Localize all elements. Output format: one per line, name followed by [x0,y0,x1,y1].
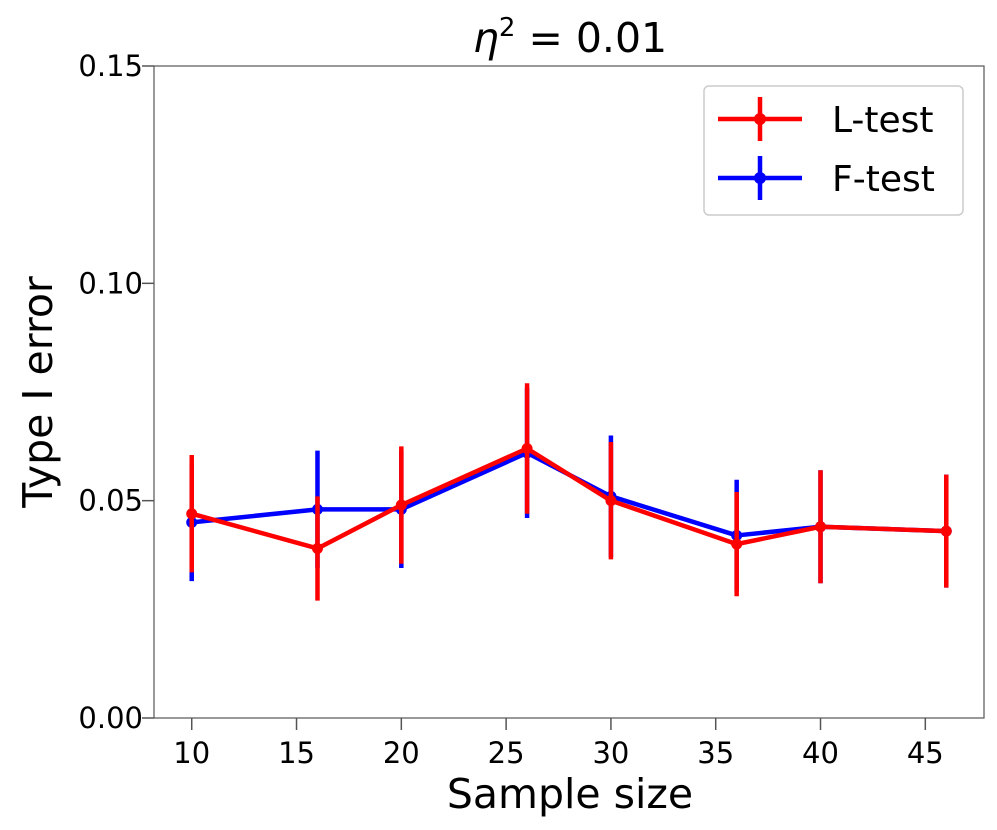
title-exponent: 2 [499,13,516,43]
legend-marker-f-test [754,172,766,184]
x-tick-label-10: 10 [173,736,210,770]
y-tick-label-2: 0.10 [78,266,143,300]
x-tick-label-30: 30 [592,736,629,770]
point-l-test-3 [521,443,533,455]
point-l-test-5 [731,538,743,550]
title-rest: = 0.01 [515,14,667,62]
y-tick-label-1: 0.05 [78,484,143,518]
point-l-test-2 [395,499,407,511]
point-l-test-6 [815,521,827,533]
point-l-test-4 [605,495,617,507]
series-line-l-test [189,446,949,551]
x-tick-label-35: 35 [697,736,734,770]
title-symbol: η [473,14,499,62]
plot-area: 10 15 20 25 30 35 40 45 0.00 0.05 0.10 0.15 [78,49,985,770]
legend-entry-l-test: L-test [718,97,934,141]
x-tick-label-25: 25 [488,736,525,770]
axes-frame [153,65,985,719]
legend: L-test F-test [703,85,964,216]
legend-label-f-test: F-test [832,159,935,200]
y-axis-label: Type I error [14,276,62,509]
legend-entry-f-test: F-test [718,156,935,200]
y-tick-label-0: 0.00 [78,701,143,735]
x-tick-label-20: 20 [383,736,420,770]
legend-label-l-test: L-test [832,100,934,141]
x-axis-label: Sample size [447,770,693,818]
x-tick-label-45: 45 [907,736,944,770]
chart-title: η2 = 0.01 [473,13,667,62]
x-tick-label-40: 40 [802,736,839,770]
y-tick-label-3: 0.15 [78,49,143,83]
legend-marker-l-test [754,113,766,125]
point-l-test-7 [940,525,952,537]
x-tick-label-15: 15 [278,736,315,770]
point-l-test-0 [186,508,198,520]
point-l-test-1 [311,542,323,554]
